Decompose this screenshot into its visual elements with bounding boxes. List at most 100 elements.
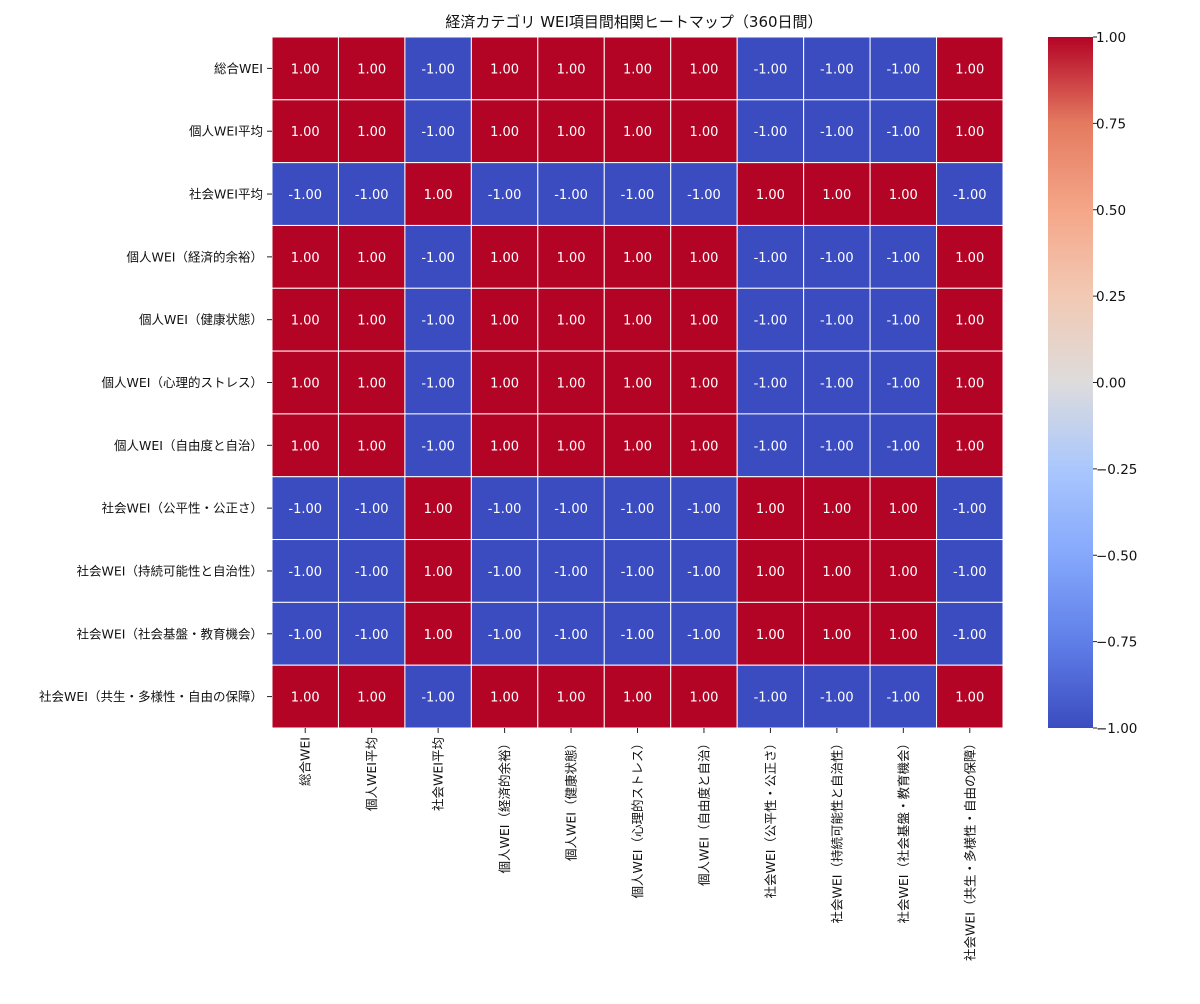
heatmap-cell-labels: 1.00 1.00 -1.00 1.00 1.00 1.00 1.00 -1.00 -1.00 -… xyxy=(288,62,986,705)
heatmap-cell-r7-c1 xyxy=(337,476,406,541)
cell-value-label-r5-c3: 1.00 xyxy=(490,377,519,392)
cell-value-label-r0-c5: 1.00 xyxy=(623,62,652,77)
column-label-0: 総合WEI xyxy=(298,737,313,786)
cell-value-label-r2-c7: 1.00 xyxy=(756,188,785,203)
cell-value-label-r1-c5: 1.00 xyxy=(623,125,652,140)
heatmap-cell-r1-c8 xyxy=(803,99,871,164)
heatmap-cell-r7-c7 xyxy=(736,476,805,541)
cell-value-label-r8-c8: 1.00 xyxy=(822,565,851,580)
colorbar-tick-label-8: −1.00 xyxy=(1096,721,1137,737)
heatmap-cell-r7-c4 xyxy=(537,476,605,541)
heatmap-cell-r3-c3 xyxy=(470,224,539,289)
heatmap-cell-r9-c5 xyxy=(603,601,672,666)
heatmap-cell-r4-c9 xyxy=(869,287,938,352)
cell-value-label-r10-c7: -1.00 xyxy=(754,691,788,706)
colorbar-tick-label-5: −0.25 xyxy=(1096,462,1137,478)
cell-value-label-r4-c0: 1.00 xyxy=(291,314,320,329)
cell-value-label-r4-c9: -1.00 xyxy=(886,314,920,329)
cell-value-label-r1-c9: -1.00 xyxy=(886,125,920,140)
cell-value-label-r4-c8: -1.00 xyxy=(820,314,854,329)
cell-value-label-r3-c0: 1.00 xyxy=(291,251,320,266)
cell-value-label-r5-c8: -1.00 xyxy=(820,377,854,392)
cell-value-label-r1-c6: 1.00 xyxy=(689,125,718,140)
cell-value-label-r4-c7: -1.00 xyxy=(754,314,788,329)
heatmap-cell-r4-c1 xyxy=(337,287,406,352)
colorbar-tick-label-0: 1.00 xyxy=(1096,30,1126,46)
column-label-10: 社会WEI（共生・多様性・自由の保障） xyxy=(962,737,977,961)
cell-value-label-r9-c10: -1.00 xyxy=(953,628,987,643)
heatmap-cell-r4-c3 xyxy=(470,287,539,352)
heatmap-cell-r0-c7 xyxy=(736,36,805,101)
heatmap-cell-r7-c0 xyxy=(271,476,339,541)
heatmap-cell-r0-c9 xyxy=(869,36,938,101)
heatmap-cell-r0-c5 xyxy=(603,36,672,101)
heatmap-cell-r7-c6 xyxy=(670,476,738,541)
cell-value-label-r9-c8: 1.00 xyxy=(822,628,851,643)
cell-value-label-r1-c0: 1.00 xyxy=(291,125,320,140)
cell-value-label-r5-c0: 1.00 xyxy=(291,377,320,392)
heatmap-cell-r5-c10 xyxy=(936,350,1004,415)
cell-value-label-r9-c0: -1.00 xyxy=(288,628,322,643)
heatmap-cell-r4-c6 xyxy=(670,287,738,352)
cell-value-label-r2-c1: -1.00 xyxy=(355,188,389,203)
cell-value-label-r2-c5: -1.00 xyxy=(621,188,655,203)
row-label-1: 個人WEI平均 xyxy=(189,124,263,139)
cell-value-label-r6-c1: 1.00 xyxy=(357,439,386,454)
cell-value-label-r4-c3: 1.00 xyxy=(490,314,519,329)
cell-value-label-r7-c7: 1.00 xyxy=(756,502,785,517)
row-label-0: 総合WEI xyxy=(214,61,263,76)
cell-value-label-r1-c7: -1.00 xyxy=(754,125,788,140)
heatmap-cell-r6-c3 xyxy=(470,413,539,478)
cell-value-label-r5-c9: -1.00 xyxy=(886,377,920,392)
heatmap-cell-r8-c5 xyxy=(603,539,672,603)
heatmap-cell-r2-c4 xyxy=(537,162,605,226)
cell-value-label-r5-c5: 1.00 xyxy=(623,377,652,392)
heatmap-cell-r1-c5 xyxy=(603,99,672,164)
cell-value-label-r5-c2: -1.00 xyxy=(421,377,455,392)
cell-value-label-r10-c9: -1.00 xyxy=(886,691,920,706)
cell-value-label-r1-c2: -1.00 xyxy=(421,125,455,140)
heatmap-cell-r9-c0 xyxy=(271,601,339,666)
row-label-9: 社会WEI（社会基盤・教育機会） xyxy=(77,626,263,641)
cell-value-label-r6-c10: 1.00 xyxy=(955,439,984,454)
cell-value-label-r7-c3: -1.00 xyxy=(488,502,522,517)
cell-value-label-r7-c0: -1.00 xyxy=(288,502,322,517)
cell-value-label-r0-c8: -1.00 xyxy=(820,62,854,77)
heatmap-cell-r1-c0 xyxy=(271,99,339,164)
cell-value-label-r8-c9: 1.00 xyxy=(889,565,918,580)
heatmap-cell-r6-c2 xyxy=(404,413,472,478)
cell-value-label-r10-c3: 1.00 xyxy=(490,691,519,706)
row-label-5: 個人WEI（心理的ストレス） xyxy=(102,375,263,390)
cell-value-label-r2-c3: -1.00 xyxy=(488,188,522,203)
column-label-4: 個人WEI（健康状態） xyxy=(564,737,579,861)
column-label-1: 個人WEI平均 xyxy=(364,737,379,811)
colorbar: 1.00 0.75 0.50 0.25 0.00 −0.25 −0.50 −0.75 −1.00 xyxy=(1048,30,1137,737)
cell-value-label-r9-c4: -1.00 xyxy=(554,628,588,643)
cell-value-label-r10-c6: 1.00 xyxy=(689,691,718,706)
cell-value-label-r2-c9: 1.00 xyxy=(889,188,918,203)
cell-value-label-r10-c2: -1.00 xyxy=(421,691,455,706)
heatmap-cell-r2-c5 xyxy=(603,162,672,226)
cell-value-label-r8-c0: -1.00 xyxy=(288,565,322,580)
cell-value-label-r3-c1: 1.00 xyxy=(357,251,386,266)
heatmap-cell-r4-c10 xyxy=(936,287,1004,352)
heatmap-cell-r10-c1 xyxy=(337,664,406,729)
cell-value-label-r8-c1: -1.00 xyxy=(355,565,389,580)
heatmap-cell-r1-c4 xyxy=(537,99,605,164)
cell-value-label-r5-c6: 1.00 xyxy=(689,377,718,392)
cell-value-label-r4-c10: 1.00 xyxy=(955,314,984,329)
heatmap-cell-r8-c9 xyxy=(869,539,938,603)
cell-value-label-r9-c7: 1.00 xyxy=(756,628,785,643)
cell-value-label-r10-c10: 1.00 xyxy=(955,691,984,706)
column-label-8: 社会WEI（持続可能性と自治性） xyxy=(829,737,844,923)
heatmap-cell-r2-c2 xyxy=(404,162,472,226)
cell-value-label-r2-c8: 1.00 xyxy=(822,188,851,203)
heatmap-cell-r0-c1 xyxy=(337,36,406,101)
cell-value-label-r2-c2: 1.00 xyxy=(424,188,453,203)
heatmap-cell-r9-c4 xyxy=(537,601,605,666)
heatmap-cell-r3-c4 xyxy=(537,224,605,289)
colorbar-tick-label-2: 0.50 xyxy=(1096,203,1126,219)
cell-value-label-r3-c5: 1.00 xyxy=(623,251,652,266)
cell-value-label-r2-c6: -1.00 xyxy=(687,188,721,203)
